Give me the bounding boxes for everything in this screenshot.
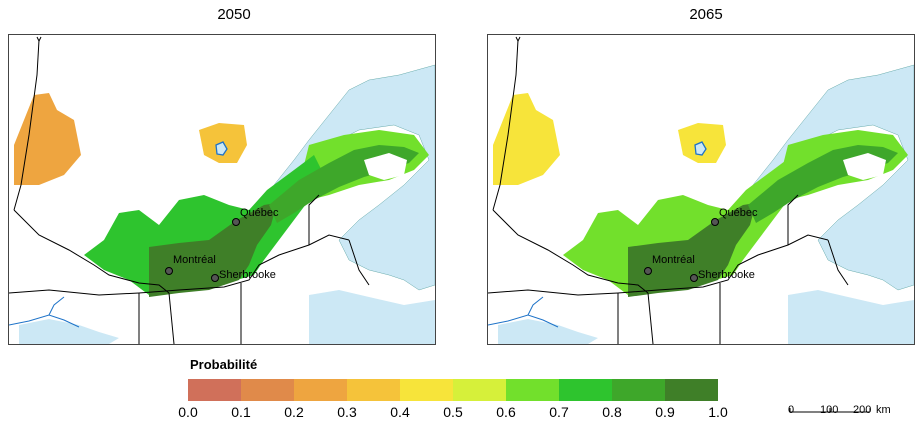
city-marker xyxy=(644,267,652,275)
lake-east xyxy=(788,290,914,344)
scale-label-100: 100 xyxy=(820,404,839,416)
scale-unit: km xyxy=(876,404,891,416)
scale-label-200: 200 xyxy=(853,404,872,416)
city-label: Québec xyxy=(719,207,758,219)
legend-tick-label: 0.2 xyxy=(284,404,304,420)
city-label: Montréal xyxy=(652,254,695,266)
city-marker xyxy=(211,274,219,282)
prob-south-main-region xyxy=(84,155,324,295)
legend-swatch xyxy=(453,379,506,401)
prob-south-main-region xyxy=(563,155,803,295)
legend-swatch xyxy=(347,379,400,401)
prob-west-orange-region xyxy=(14,93,81,185)
prob-south-dark-region xyxy=(149,203,277,297)
scale-bar xyxy=(789,408,871,413)
prob-west-orange-region xyxy=(493,93,560,185)
map-title-2050: 2050 xyxy=(217,6,251,23)
legend-tick-label: 0.8 xyxy=(602,404,622,420)
legend-tick-label: 0.6 xyxy=(496,404,516,420)
legend-title: Probabilité xyxy=(190,357,258,372)
legend-swatch xyxy=(612,379,665,401)
legend-swatch xyxy=(241,379,294,401)
legend-tick-label: 0.4 xyxy=(390,404,410,420)
lake-champlain xyxy=(19,319,119,344)
prob-south-dark-region xyxy=(628,203,756,297)
legend-tick-label: 0.0 xyxy=(178,404,198,420)
city-marker xyxy=(165,267,173,275)
legend-tick-label: 0.3 xyxy=(337,404,357,420)
city-label: Québec xyxy=(240,207,279,219)
scale-label-0: 0 xyxy=(788,404,795,416)
city-label: Montréal xyxy=(173,254,216,266)
legend-swatch xyxy=(188,379,241,401)
legend-swatch xyxy=(506,379,559,401)
probability-layer xyxy=(493,93,908,297)
legend-tick-label: 0.1 xyxy=(231,404,251,420)
city-marker xyxy=(690,274,698,282)
city-marker xyxy=(232,218,240,226)
legend-swatch xyxy=(400,379,453,401)
legend-swatch xyxy=(559,379,612,401)
legend-tick-label: 0.9 xyxy=(655,404,675,420)
legend-swatch xyxy=(665,379,718,401)
map-title-2065: 2065 xyxy=(689,6,723,23)
city-label: Sherbrooke xyxy=(219,269,276,281)
legend-tick-label: 1.0 xyxy=(708,404,728,420)
city-label: Sherbrooke xyxy=(698,269,755,281)
city-marker xyxy=(711,218,719,226)
legend-tick-label: 0.7 xyxy=(549,404,569,420)
map-panel-2065: Québec Montréal Sherbrooke xyxy=(487,34,915,345)
legend-tick-label: 0.5 xyxy=(443,404,463,420)
lake-east xyxy=(309,290,435,344)
map-panel-2050: Québec Montréal Sherbrooke xyxy=(8,34,436,345)
legend-color-bar xyxy=(188,379,718,401)
lake-champlain xyxy=(498,319,598,344)
legend-swatch xyxy=(294,379,347,401)
